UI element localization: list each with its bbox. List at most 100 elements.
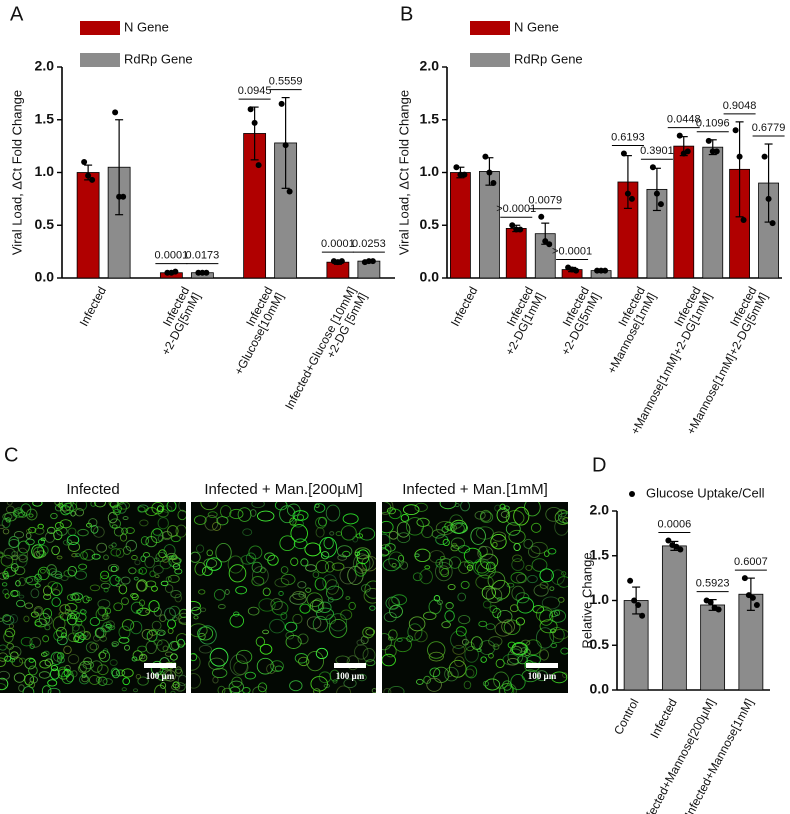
data-point [172,268,179,275]
cell-outline [9,614,19,624]
cell-outline [193,515,207,526]
cell-outline [63,668,71,677]
bar [661,545,687,691]
cell-outline [419,569,433,585]
cell-outline [63,645,72,655]
cell-outline [441,621,451,629]
cell-outline [83,631,91,640]
panel-label: B [400,3,413,25]
cell-outline [345,596,351,600]
cell-outline [8,538,20,548]
legend-swatch [470,21,510,35]
cell-outline [229,508,244,520]
cell-outline [382,520,394,534]
cell-outline [556,576,568,588]
cell-outline [312,571,320,578]
cell-outline [496,507,510,523]
cell-outline [412,572,423,582]
cell-outline [16,599,26,608]
cell-outline [50,512,58,520]
p-value: 0.5559 [269,76,303,88]
cell-outline [298,591,305,598]
cell-outline [356,554,374,571]
data-point [639,612,646,619]
bar [76,172,100,279]
cell-outline [42,608,53,620]
cell-outline [56,555,63,560]
y-axis-label: Viral Load, ΔCt Fold Change [9,90,24,255]
cell-outline [164,584,174,593]
y-tick-label: 0.5 [590,636,610,652]
p-value: 0.0079 [528,195,562,207]
cell-outline [382,502,394,515]
cell-outline [170,653,178,661]
cell-outline [492,541,498,548]
data-point [620,150,627,157]
cell-outline [93,634,101,642]
data-point [684,148,691,155]
data-point [602,267,609,274]
cell-outline [99,575,111,583]
data-point [657,201,664,208]
cell-outline [289,593,307,605]
cell-outline [167,619,176,629]
cell-outline [280,566,289,574]
cell-outline [90,660,103,673]
data-point [81,158,88,165]
cell-outline [2,528,10,535]
cell-outline [17,540,30,554]
cell-outline [435,558,444,568]
cell-outline [237,507,252,522]
cell-outline [102,678,113,686]
data-point [765,195,772,202]
cell-outline [172,563,181,570]
cell-outline [364,580,376,599]
cell-outline [292,590,307,600]
p-value: 0.0006 [658,518,692,530]
panel-label: D [592,454,606,476]
panel-label: C [4,444,18,466]
x-tick-label: Infected [77,284,109,328]
cell-outline [0,554,14,567]
cell-outline [191,600,201,612]
data-point [628,195,635,202]
cell-outline [38,671,51,679]
cell-outline [193,615,199,620]
cell-outline [25,532,32,539]
cell-outline [134,559,141,566]
cell-outline [196,544,205,553]
cell-outline [450,537,465,549]
cell-outline [206,549,214,557]
data-point [120,193,127,200]
cell-outline [81,672,87,678]
p-value: >0.0001 [496,203,536,215]
cell-outline [396,521,411,538]
cell-outline [71,623,80,632]
cell-outline [535,627,555,649]
cell-outline [15,580,21,587]
cell-outline [252,566,269,585]
cell-outline [324,561,335,573]
cell-outline [292,510,309,521]
cell-outline [4,593,10,599]
cell-outline [500,510,510,518]
cell-outline [28,513,34,518]
micrograph-background [191,502,376,693]
cell-outline [122,677,130,686]
cell-outline [22,686,35,693]
cell-outline [100,625,111,633]
y-tick-label: 2.0 [420,58,440,74]
cell-outline [400,514,410,522]
cell-outline [29,636,42,648]
cell-outline [32,502,43,507]
cell-outline [320,551,330,560]
legend-label: Glucose Uptake/Cell [646,485,765,500]
y-tick-label: 0.0 [590,681,610,697]
cell-outline [517,655,528,665]
cell-outline [435,561,453,582]
cell-outline [396,637,403,642]
cell-outline [474,560,490,574]
cell-outline [539,568,554,583]
cell-outline [262,629,270,635]
